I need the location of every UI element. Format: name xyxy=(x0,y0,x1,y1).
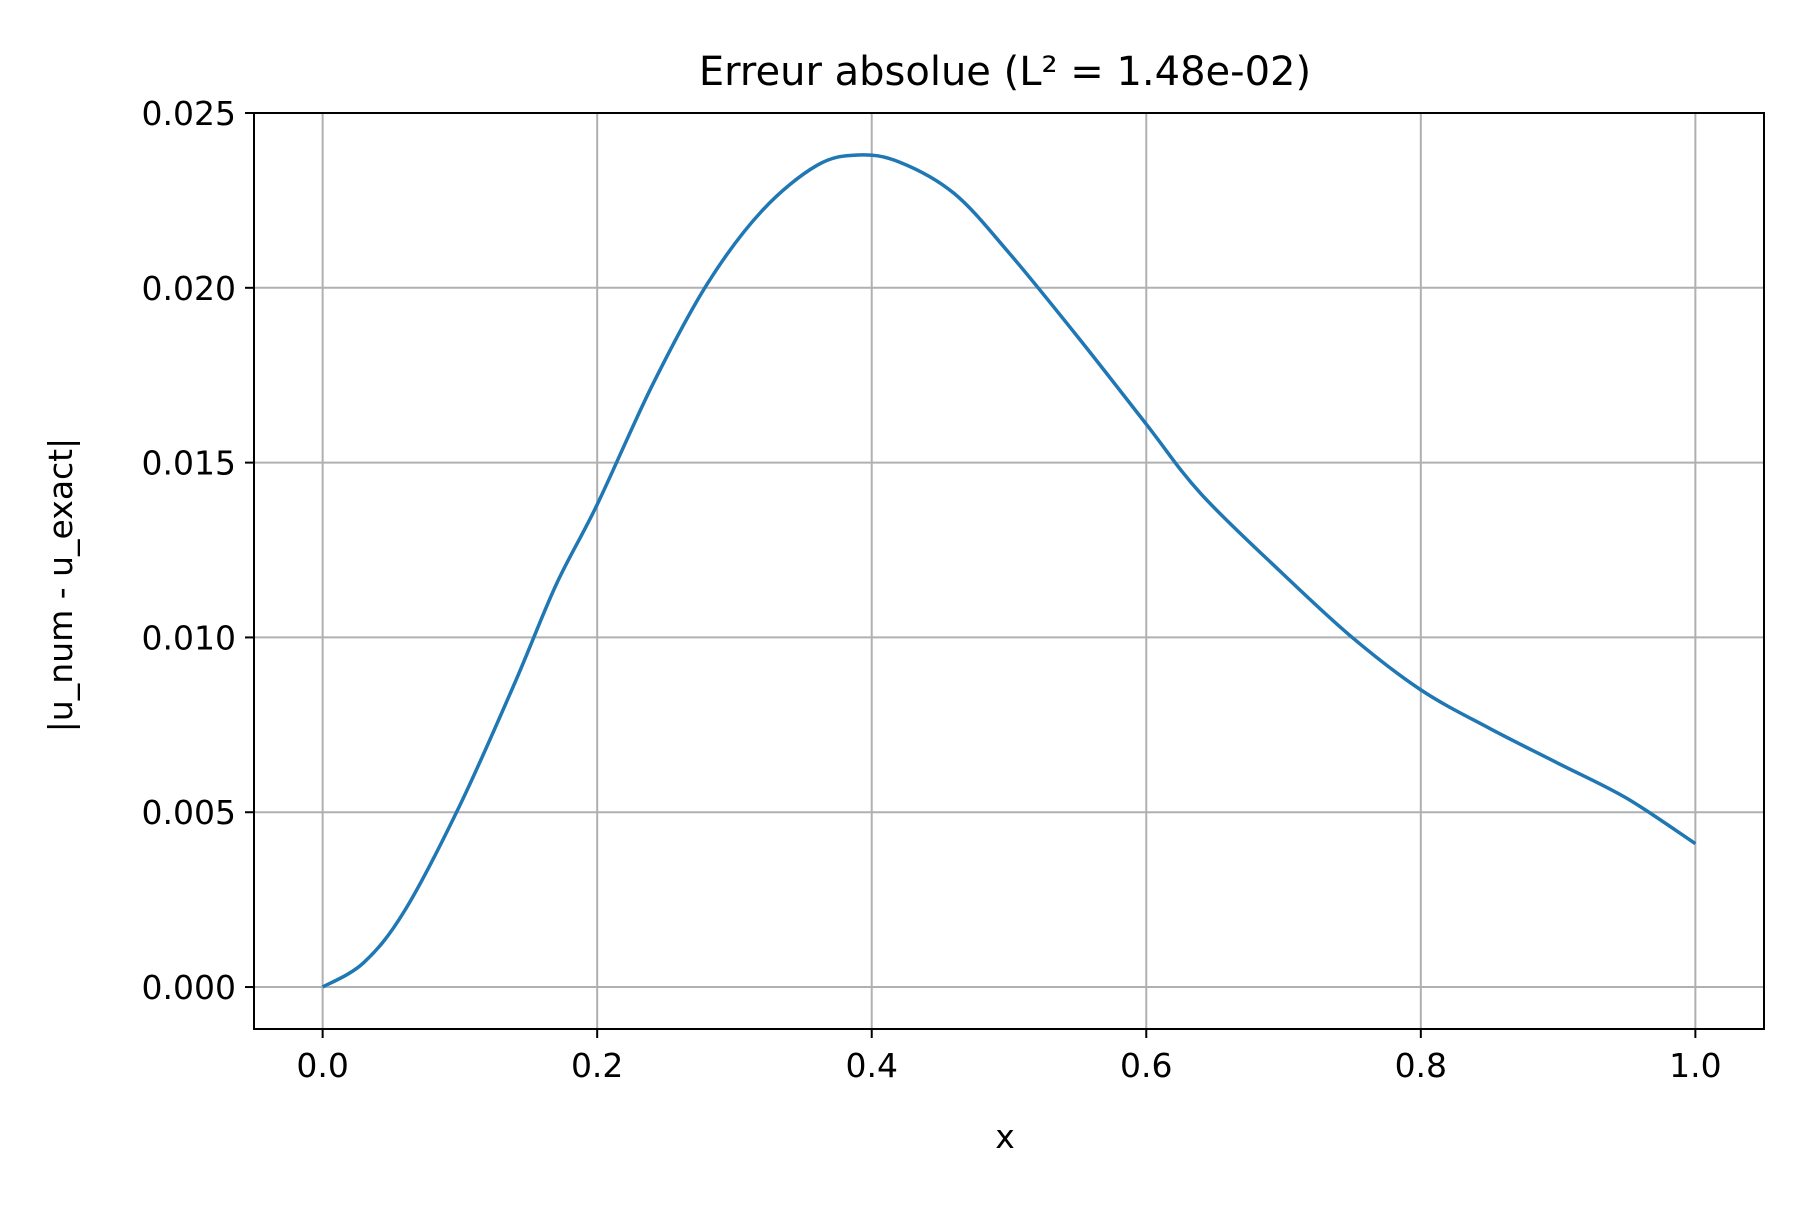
plot-frame xyxy=(253,112,1765,1030)
x-tick-label: 0.0 xyxy=(296,1046,348,1085)
y-tick-label: 0.020 xyxy=(142,269,236,308)
x-tick-label: 0.4 xyxy=(845,1046,897,1085)
ticks: 0.0 0.2 0.4 0.6 0.8 1.0 0.000 0.005 0.010 0.015 0.… xyxy=(142,94,1722,1085)
y-tick-label: 0.005 xyxy=(142,793,236,832)
series-layer xyxy=(321,153,1697,989)
y-tick-label: 0.000 xyxy=(142,968,236,1007)
x-tick-label: 0.2 xyxy=(571,1046,623,1085)
chart-title: Erreur absolue (L² = 1.48e-02) xyxy=(699,49,1311,95)
y-tick-label: 0.010 xyxy=(142,618,236,657)
series-line xyxy=(321,153,1697,989)
x-tick-label: 1.0 xyxy=(1669,1046,1721,1085)
y-tick-label: 0.015 xyxy=(142,444,236,483)
x-tick-label: 0.8 xyxy=(1395,1046,1447,1085)
x-axis-label: x xyxy=(995,1117,1015,1156)
y-tick-label: 0.025 xyxy=(142,94,236,133)
y-axis-label: |u_num - u_exact| xyxy=(41,438,80,733)
x-tick-label: 0.6 xyxy=(1120,1046,1172,1085)
